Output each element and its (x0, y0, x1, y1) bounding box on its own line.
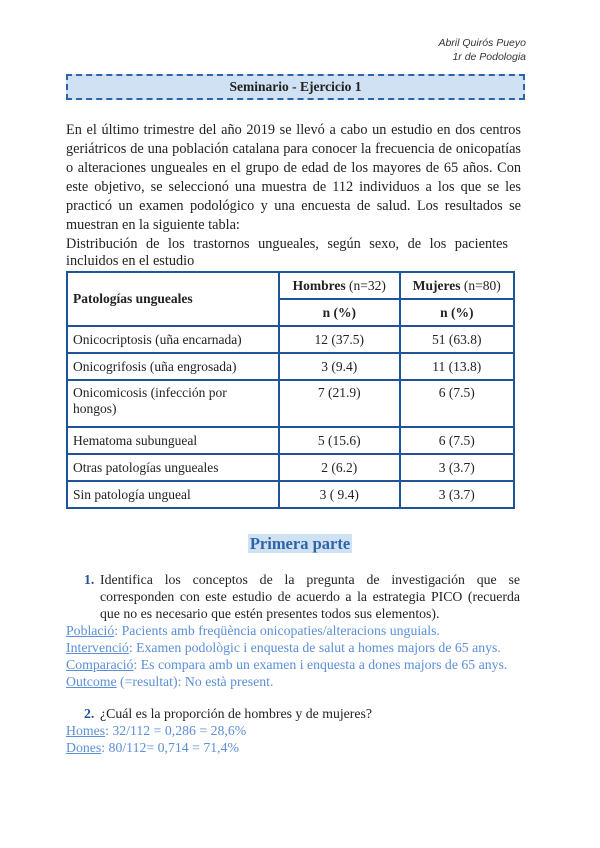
table-row: Otras patologías ungueales 2 (6.2) 3 (3.… (66, 453, 515, 482)
row-men: 2 (6.2) (278, 453, 401, 482)
row-men: 5 (15.6) (278, 426, 401, 455)
row-women: 3 (3.7) (398, 453, 515, 482)
course-name: 1r de Podologia (452, 51, 526, 63)
answer-line: Població: Pacients amb freqüència onicop… (66, 622, 507, 639)
table-header-row: Patologías ungueales Hombres (n=32) Muje… (66, 271, 515, 327)
row-men: 3 (9.4) (278, 352, 401, 381)
header-men: Hombres (n=32) (278, 271, 401, 300)
intro-paragraph: En el último trimestre del año 2019 se l… (66, 122, 521, 233)
answer-text: (=resultat): No està present. (116, 674, 274, 689)
row-label: Onicomicosis (infección por hongos) (66, 379, 280, 428)
header-men-n: (n=32) (349, 277, 386, 293)
answer-text: : 80/112= 0,714 = 71,4% (101, 740, 239, 755)
table-row: Onicomicosis (infección por hongos) 7 (2… (66, 379, 515, 428)
answer-text: : 32/112 = 0,286 = 28,6% (105, 723, 247, 738)
header-pathologies: Patologías ungueales (66, 271, 280, 327)
answer-key: Homes (66, 723, 106, 738)
row-label: Onicocriptosis (uña encarnada) (66, 325, 280, 354)
answer-key: Outcome (66, 674, 117, 689)
row-label: Sin patología ungueal (66, 480, 280, 509)
question-2: 2. ¿Cuál es la proporción de hombres y d… (84, 705, 520, 722)
row-women: 51 (63.8) (398, 325, 515, 354)
subheader-men: n (%) (278, 298, 401, 327)
page-header: Abril Quirós Pueyo 1r de Podologia (438, 36, 526, 64)
answer-key: Dones (66, 740, 102, 755)
header-men-label: Hombres (292, 277, 346, 293)
answer-1: Població: Pacients amb freqüència onicop… (66, 622, 507, 690)
question-1: 1. Identifica los conceptos de la pregun… (84, 571, 520, 622)
table-caption: Distribución de los trastornos ungueales… (66, 236, 508, 269)
answer-line: Outcome (=resultat): No està present. (66, 673, 507, 690)
row-men: 7 (21.9) (278, 379, 401, 428)
row-label: Otras patologías ungueales (66, 453, 280, 482)
question-text: Identifica los conceptos de la pregunta … (100, 572, 520, 621)
header-women-n: (n=80) (463, 277, 501, 293)
header-women: Mujeres (n=80) (398, 271, 515, 300)
question-text: ¿Cuál es la proporción de hombres y de m… (100, 706, 373, 721)
row-women: 6 (7.5) (398, 426, 515, 455)
row-women: 3 (3.7) (398, 480, 515, 509)
row-label: Hematoma subungueal (66, 426, 280, 455)
table-row: Sin patología ungueal 3 ( 9.4) 3 (3.7) (66, 480, 515, 509)
row-label: Onicogrifosis (uña engrosada) (66, 352, 280, 381)
answer-key: Població (66, 623, 115, 638)
answer-key: Intervenció (66, 640, 129, 655)
row-women: 11 (13.8) (398, 352, 515, 381)
row-men: 3 ( 9.4) (278, 480, 401, 509)
table-row: Onicogrifosis (uña engrosada) 3 (9.4) 11… (66, 352, 515, 381)
header-women-label: Mujeres (412, 277, 461, 293)
answer-line: Intervenció: Examen podològic i enquesta… (66, 639, 507, 656)
section-heading: Primera parte (0, 534, 600, 554)
subheader-women: n (%) (398, 298, 515, 327)
question-number: 1. (84, 572, 95, 587)
question-number: 2. (84, 706, 95, 721)
author-name: Abril Quirós Pueyo (438, 37, 526, 49)
table-row: Onicocriptosis (uña encarnada) 12 (37.5)… (66, 325, 515, 354)
answer-key: Comparació (66, 657, 134, 672)
answer-text: : Es compara amb un examen i enquesta a … (133, 657, 508, 672)
pathology-table: Patologías ungueales Hombres (n=32) Muje… (66, 271, 515, 509)
document-title: Seminario - Ejercicio 1 (66, 74, 525, 100)
table-row: Hematoma subungueal 5 (15.6) 6 (7.5) (66, 426, 515, 455)
answer-text: : Examen podològic i enquesta de salut a… (128, 640, 501, 655)
answer-line: Dones: 80/112= 0,714 = 71,4% (66, 739, 246, 756)
answer-line: Comparació: Es compara amb un examen i e… (66, 656, 507, 673)
section-title: Primera parte (247, 534, 353, 553)
answer-text: : Pacients amb freqüència onicopaties/al… (114, 623, 440, 638)
row-men: 12 (37.5) (278, 325, 401, 354)
table-subheader-row: n (%) n (%) (67, 298, 515, 327)
answer-line: Homes: 32/112 = 0,286 = 28,6% (66, 722, 246, 739)
row-women: 6 (7.5) (398, 379, 515, 428)
answer-2: Homes: 32/112 = 0,286 = 28,6% Dones: 80/… (66, 722, 246, 756)
